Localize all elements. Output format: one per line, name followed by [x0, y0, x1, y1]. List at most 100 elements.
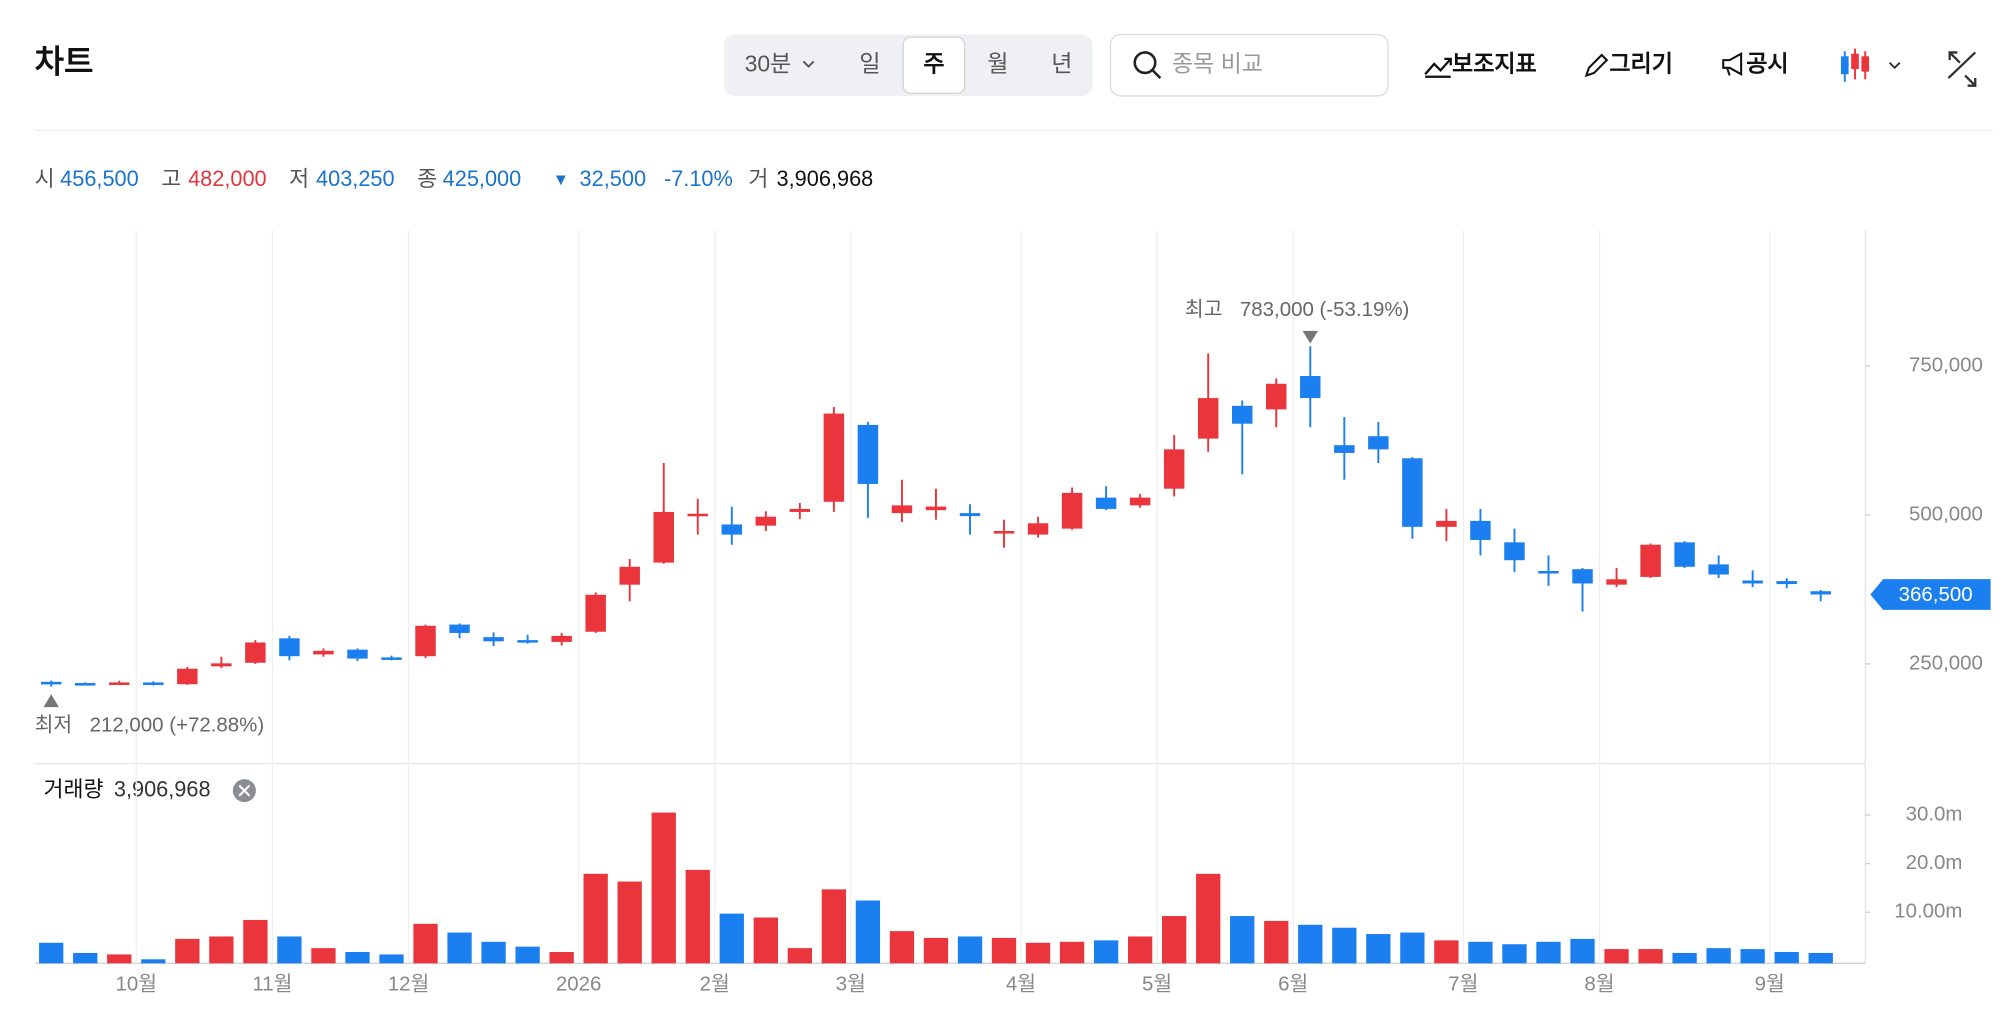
volume-bar: [1230, 916, 1255, 964]
volume-bar: [821, 889, 847, 964]
volume-bar: [719, 913, 744, 964]
candle-body: [1163, 449, 1185, 489]
quote-value: 403,250: [316, 166, 395, 191]
search-box[interactable]: [1109, 33, 1389, 97]
candle-body: [1708, 564, 1729, 575]
volume-bar: [515, 946, 540, 964]
candle-body: [1640, 544, 1661, 577]
candle-body: [721, 524, 743, 535]
x-tick-label: 6월: [1278, 972, 1308, 995]
volume-bar: [957, 936, 983, 964]
candle-body: [993, 531, 1015, 534]
candle-body: [381, 657, 402, 660]
period-option[interactable]: 일: [859, 50, 880, 76]
volume-bar: [1025, 942, 1051, 964]
volume-bar: [243, 919, 268, 964]
volume-bar: [1638, 949, 1663, 964]
volume-bar: [1093, 940, 1119, 964]
volume-bar: [1502, 944, 1527, 964]
volume-bar: [651, 812, 676, 964]
title: 차트: [35, 43, 94, 79]
candle-body: [313, 650, 334, 655]
period-option[interactable]: 30분: [745, 50, 792, 76]
candle-body: [1436, 520, 1457, 527]
volume-bar: [1162, 916, 1187, 964]
tool-notice[interactable]: 공시: [1746, 50, 1788, 76]
candle-body: [789, 508, 811, 512]
volume-bar: [1434, 940, 1459, 964]
quote-change: 32,500: [580, 166, 646, 191]
candle-body: [1504, 542, 1525, 561]
candle-body: [1197, 398, 1219, 439]
tool-indicator[interactable]: 보조지표: [1452, 50, 1537, 76]
draw-icon: [1584, 53, 1609, 78]
candle-body: [1538, 570, 1559, 574]
volume-bar: [141, 959, 166, 964]
fullscreen-icon[interactable]: [1947, 51, 1977, 87]
volume-bar: [1570, 938, 1595, 964]
candle-body: [1266, 383, 1287, 410]
quote-label: 종: [417, 166, 437, 191]
volume-bar: [73, 952, 98, 964]
volume-bar: [549, 952, 574, 964]
volume-bar: [617, 881, 642, 964]
x-tick-label: 9월: [1755, 972, 1785, 995]
candle-body: [1368, 436, 1389, 450]
candle-body: [143, 682, 164, 685]
candle-body: [1231, 405, 1253, 424]
volume-bar: [1059, 941, 1085, 964]
search-icon: [1133, 51, 1157, 75]
last-price-tag: [1870, 579, 1991, 610]
annotation-text: 783,000 (-53.19%): [1240, 298, 1409, 321]
volume-bar: [1400, 932, 1425, 964]
close-volume-icon: [238, 784, 251, 797]
volume-bar: [175, 938, 200, 964]
volume-bar: [1127, 936, 1153, 964]
tool-draw[interactable]: 그리기: [1609, 50, 1673, 76]
volume-bar: [1604, 949, 1629, 964]
period-option[interactable]: 주: [923, 50, 944, 76]
quote-value: 456,500: [60, 166, 139, 191]
candle-body: [449, 624, 470, 633]
candle-body: [279, 638, 300, 657]
candle-body: [585, 594, 606, 632]
period-selected: [902, 36, 966, 95]
annotation-label: 최저: [35, 714, 73, 737]
x-tick-label: 2월: [700, 972, 730, 995]
low-marker: [43, 694, 59, 708]
candle-body: [1674, 542, 1695, 567]
volume-title: 거래량: [44, 776, 104, 801]
volume-bar: [1264, 920, 1289, 964]
volume-bar: [1774, 952, 1799, 964]
candle-body: [619, 566, 640, 585]
quote-label: 고: [161, 166, 181, 191]
volume-bar: [855, 900, 881, 964]
volume-bar: [787, 948, 813, 964]
candle-body: [1572, 569, 1593, 584]
volume-bar: [1468, 941, 1493, 964]
indicator-icon: [1424, 57, 1452, 78]
dropdown-icon: [802, 60, 815, 68]
change-sign: ▼: [553, 170, 569, 189]
x-tick-label: 2026: [556, 972, 602, 995]
volume-bar: [1740, 949, 1765, 964]
chart-type-icon[interactable]: [1840, 48, 1901, 82]
candle-body: [517, 640, 538, 643]
volume-bar: [1808, 952, 1833, 964]
volume-bar: [753, 917, 778, 964]
candle-body: [755, 516, 777, 526]
period-group: 30분 일 주 월 년: [745, 36, 1072, 95]
period-option[interactable]: 월: [987, 50, 1008, 76]
quote-value: 425,000: [443, 166, 522, 191]
volume-bar: [39, 942, 64, 964]
candle-body: [1810, 591, 1831, 595]
y-tick-label: 500,000: [1909, 502, 1983, 525]
volume-bar: [1332, 927, 1357, 964]
candle-body: [177, 668, 198, 685]
quote-label: 거: [748, 166, 768, 191]
period-option[interactable]: 년: [1051, 50, 1072, 76]
volume-bar: [923, 937, 949, 964]
candle-body: [1129, 497, 1151, 506]
volume-bar: [1706, 948, 1731, 964]
volume-bar: [1298, 924, 1323, 964]
